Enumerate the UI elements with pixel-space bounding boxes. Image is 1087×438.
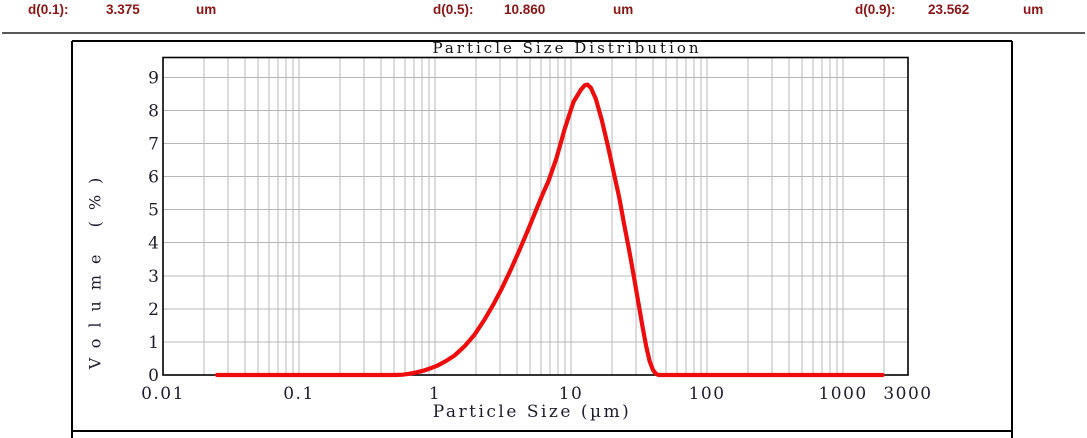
y-tick-label: 5 [148, 201, 159, 221]
y-tick-label: 9 [148, 68, 159, 88]
x-axis-title: Particle Size (µm) [432, 402, 632, 422]
header-divider [2, 32, 1085, 34]
plot-border [162, 56, 909, 376]
y-axis-title: Volume (%) [85, 166, 105, 370]
d09-label: d(0.9): [855, 2, 896, 17]
y-tick-label: 3 [148, 267, 159, 287]
y-tick-label: 2 [148, 300, 159, 320]
x-tick-label: 1 [429, 384, 441, 404]
y-tick-label: 7 [148, 134, 159, 154]
x-tick-label: 100 [689, 384, 726, 404]
d01-label: d(0.1): [28, 2, 69, 17]
d01-value: 3.375 [106, 2, 140, 17]
d09-unit: um [1023, 2, 1044, 17]
y-tick-label: 8 [148, 101, 159, 121]
d05-value: 10.860 [504, 2, 546, 17]
y-tick-label: 4 [148, 234, 159, 254]
volume-curve [215, 82, 885, 378]
y-tick-label: 0 [148, 366, 159, 386]
x-tick-label: 0.01 [141, 384, 185, 404]
y-tick-label: 6 [148, 168, 159, 188]
d09-value: 23.562 [928, 2, 970, 17]
chart-title: Particle Size Distribution [432, 39, 702, 57]
d05-label: d(0.5): [433, 2, 474, 17]
x-tick-label: 0.1 [283, 384, 315, 404]
d05-unit: um [613, 2, 634, 17]
d01-unit: um [196, 2, 217, 17]
x-tick-label: 10 [559, 384, 584, 404]
y-tick-label: 1 [148, 333, 159, 353]
x-tick-label: 1000 [818, 384, 867, 404]
x-tick-label: 3000 [883, 384, 932, 404]
